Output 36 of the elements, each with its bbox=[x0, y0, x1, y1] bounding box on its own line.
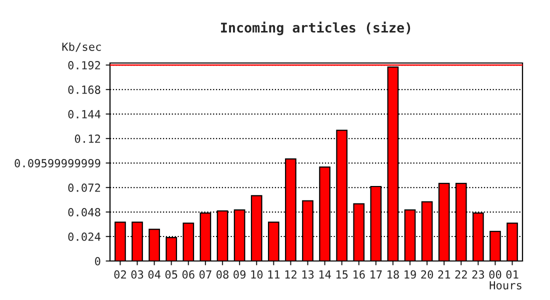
x-tick-label: 19 bbox=[404, 270, 416, 279]
x-tick-label: 20 bbox=[421, 270, 434, 279]
x-tick-label: 22 bbox=[455, 270, 467, 279]
x-tick-label: 05 bbox=[165, 270, 178, 279]
x-tick-label: 16 bbox=[354, 270, 365, 279]
y-tick-label: 0 bbox=[95, 257, 100, 266]
x-tick-label: 01 bbox=[506, 270, 518, 279]
x-tick-label: 13 bbox=[302, 270, 314, 279]
y-tick-label: 0.09599999999 bbox=[14, 159, 100, 168]
x-tick-label: 03 bbox=[131, 270, 144, 279]
x-tick-label: 09 bbox=[234, 270, 246, 279]
y-tick-label: 0.024 bbox=[68, 232, 100, 241]
x-tick-label: 08 bbox=[216, 270, 228, 279]
y-tick-label: 0.12 bbox=[74, 134, 100, 143]
x-tick-label: 17 bbox=[370, 270, 382, 279]
x-tick-label: 14 bbox=[319, 270, 331, 279]
x-tick-label: 10 bbox=[251, 270, 263, 279]
x-tick-label: 02 bbox=[114, 270, 126, 279]
y-tick-label: 0.168 bbox=[68, 86, 100, 94]
x-tick-label: 21 bbox=[438, 270, 450, 279]
x-axis-title: Hours bbox=[490, 281, 522, 290]
x-tick-label: 07 bbox=[199, 270, 212, 279]
chart-title: Incoming articles (size) bbox=[221, 22, 410, 36]
x-tick-label: 04 bbox=[148, 270, 160, 279]
y-tick-label: 0.144 bbox=[68, 110, 100, 118]
x-tick-label: 23 bbox=[472, 270, 484, 279]
x-tick-label: 06 bbox=[182, 270, 194, 279]
x-tick-label: 00 bbox=[489, 270, 502, 279]
x-tick-label: 11 bbox=[268, 270, 280, 279]
x-tick-label: 15 bbox=[336, 270, 348, 279]
x-tick-label: 18 bbox=[388, 270, 399, 279]
y-tick-label: 0.072 bbox=[68, 184, 100, 192]
y-tick-label: 0.048 bbox=[68, 208, 100, 216]
y-axis-title: Kb/sec bbox=[62, 42, 101, 52]
y-tick-label: 0.192 bbox=[68, 61, 100, 70]
x-tick-label: 12 bbox=[285, 270, 296, 279]
